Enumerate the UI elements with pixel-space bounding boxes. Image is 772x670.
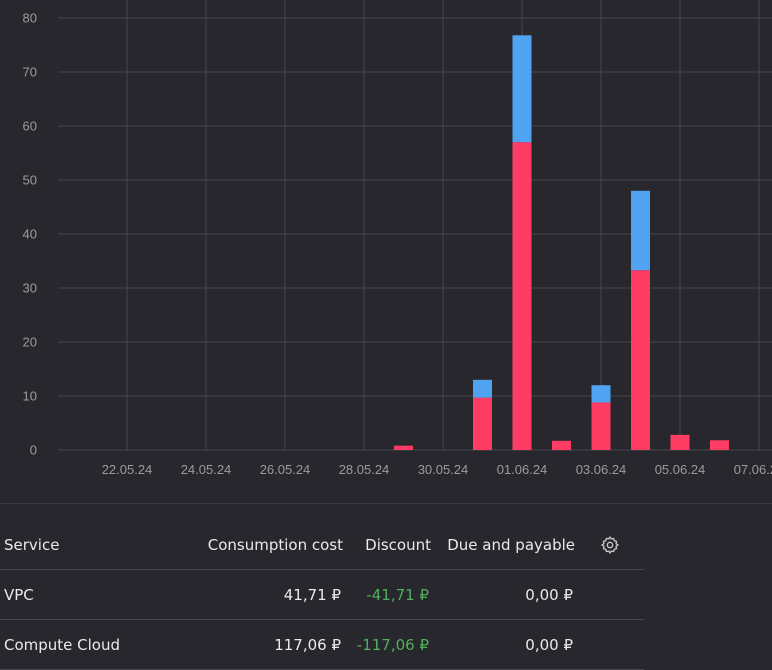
- x-tick-label: 26.05.24: [260, 462, 311, 477]
- cell-due-and-payable: 0,00 ₽: [431, 619, 575, 670]
- section-divider: [0, 503, 772, 504]
- y-tick-label: 80: [23, 11, 37, 26]
- column-settings-button[interactable]: [575, 520, 644, 570]
- bar-segment-secondary: [631, 190, 650, 271]
- bar-segment-primary: [591, 402, 611, 450]
- x-tick-label: 05.06.24: [655, 462, 706, 477]
- bar-segment-primary: [552, 440, 571, 450]
- consumption-chart: 0 10 20 30 40 50 60 70 80 22.05.24 24.05.24 26.05.2…: [23, 0, 772, 477]
- bar-segment-primary: [631, 270, 650, 450]
- cell-consumption-cost: 117,06 ₽: [141, 619, 343, 670]
- bar-segment-primary: [394, 445, 413, 450]
- x-tick-label: 28.05.24: [339, 462, 390, 477]
- y-tick-label: 10: [23, 389, 37, 404]
- header-consumption-cost[interactable]: Consumption cost: [141, 520, 343, 570]
- cell-service: VPC: [0, 569, 141, 620]
- x-tick-label: 30.05.24: [418, 462, 469, 477]
- gear-icon: [600, 535, 619, 554]
- bar-segment-primary: [670, 434, 690, 450]
- bar-segment-primary: [710, 440, 729, 450]
- y-tick-label: 30: [23, 281, 37, 296]
- header-service[interactable]: Service: [0, 520, 141, 570]
- bar-segment-primary: [473, 397, 492, 450]
- table-row[interactable]: VPC 41,71 ₽ -41,71 ₽ 0,00 ₽: [0, 569, 644, 620]
- cell-service: Compute Cloud: [0, 619, 141, 670]
- x-tick-label: 24.05.24: [181, 462, 232, 477]
- y-tick-label: 70: [23, 65, 37, 80]
- services-table: Service Consumption cost Discount Due an…: [0, 520, 644, 670]
- x-tick-label: 22.05.24: [102, 462, 153, 477]
- y-tick-label: 60: [23, 119, 37, 134]
- bar-segment-primary: [512, 142, 532, 450]
- y-tick-label: 0: [30, 443, 37, 458]
- header-discount[interactable]: Discount: [343, 520, 431, 570]
- y-tick-label: 50: [23, 173, 37, 188]
- bar-segment-secondary: [591, 385, 611, 403]
- x-tick-label: 07.06.24: [734, 462, 772, 477]
- cell-empty: [575, 619, 644, 670]
- cell-discount: -117,06 ₽: [343, 619, 431, 670]
- bar-segment-secondary: [512, 35, 532, 143]
- header-due-and-payable[interactable]: Due and payable: [431, 520, 575, 570]
- y-tick-label: 40: [23, 227, 37, 242]
- table-row[interactable]: Compute Cloud 117,06 ₽ -117,06 ₽ 0,00 ₽: [0, 619, 644, 670]
- y-tick-label: 20: [23, 335, 37, 350]
- bar-segment-secondary: [473, 379, 492, 398]
- cell-due-and-payable: 0,00 ₽: [431, 569, 575, 620]
- cell-empty: [575, 569, 644, 620]
- x-tick-label: 03.06.24: [576, 462, 627, 477]
- cell-discount: -41,71 ₽: [343, 569, 431, 620]
- cell-consumption-cost: 41,71 ₽: [141, 569, 343, 620]
- x-tick-label: 01.06.24: [497, 462, 548, 477]
- table-header-row: Service Consumption cost Discount Due an…: [0, 520, 644, 570]
